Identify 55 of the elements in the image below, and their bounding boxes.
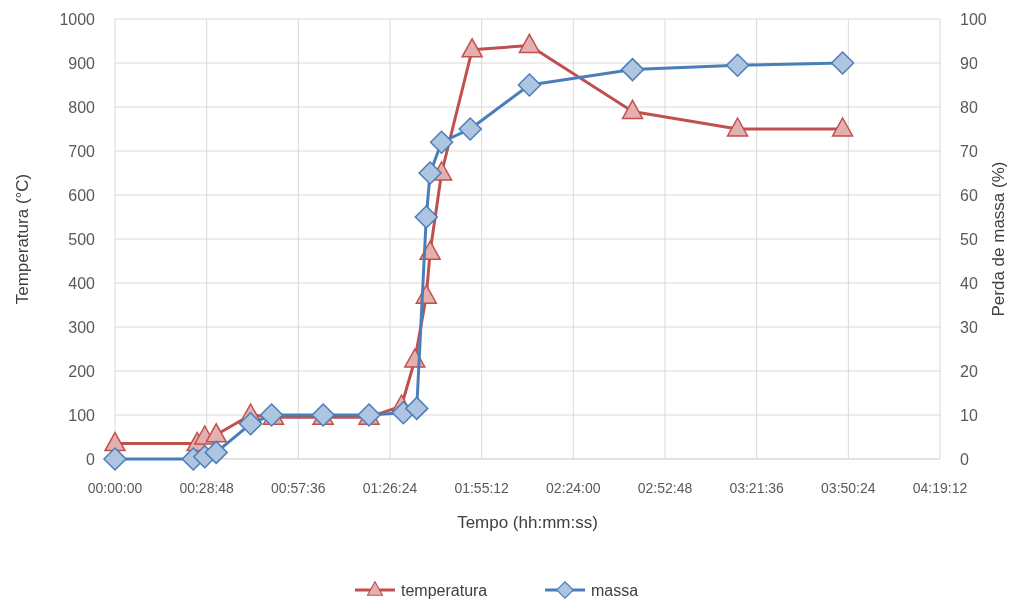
x-tick-label: 01:26:24 [362,480,418,496]
x-axis-title: Tempo (hh:mm:ss) [457,513,598,532]
point [414,205,439,229]
x-tick-label: 02:24:00 [546,480,601,496]
point [404,396,429,421]
y-tick-label: 0 [86,451,96,468]
x-tick-label: 04:19:12 [912,480,968,496]
point [621,99,644,120]
x-tick-label: 01:55:12 [454,480,510,496]
x-tick-label: 02:52:48 [637,480,693,496]
y-axis-title: Temperatura (°C) [13,173,32,305]
x-tick-label: 00:00:00 [87,480,143,496]
point [204,440,228,465]
point [518,33,541,54]
y-tick-label: 300 [68,319,96,336]
y2-tick-label: 90 [960,55,978,72]
y2-tick-label: 40 [960,275,978,292]
y-tick-label: 800 [68,99,96,116]
x-tick-label: 00:57:36 [271,480,326,496]
point [238,412,263,436]
y-tick-label: 200 [68,363,96,380]
y-tick-label: 1000 [59,11,96,28]
x-tick-label: 00:28:48 [179,480,235,496]
point [429,130,454,154]
y-tick-label: 400 [68,275,96,292]
y-tick-label: 100 [68,407,96,424]
legend-label: massa [591,582,639,599]
y2-tick-label: 10 [960,407,978,424]
point [458,117,482,141]
y-tick-label: 600 [68,187,96,204]
y2-tick-label: 0 [960,451,969,468]
point [103,447,127,471]
point [831,117,854,137]
point [517,73,542,97]
y2-axis-title: Perda de massa (%) [989,161,1008,317]
y2-tick-label: 70 [960,143,978,160]
y2-tick-label: 30 [960,319,978,336]
point [726,117,749,137]
point [205,423,227,443]
y2-tick-label: 50 [960,231,978,248]
legend-label: temperatura [401,582,488,599]
point [830,51,855,75]
y-tick-label: 900 [68,55,96,72]
point [725,53,750,77]
x-tick-label: 03:50:24 [821,480,876,496]
y-tick-label: 700 [68,143,96,160]
y2-tick-label: 100 [960,11,987,28]
y-tick-label: 500 [68,231,96,248]
y2-tick-label: 80 [960,99,978,116]
y2-tick-label: 60 [960,187,978,204]
y2-tick-label: 20 [960,363,978,380]
point [620,57,645,82]
x-tick-label: 03:21:36 [729,480,785,496]
point [461,38,483,58]
point [418,161,442,185]
